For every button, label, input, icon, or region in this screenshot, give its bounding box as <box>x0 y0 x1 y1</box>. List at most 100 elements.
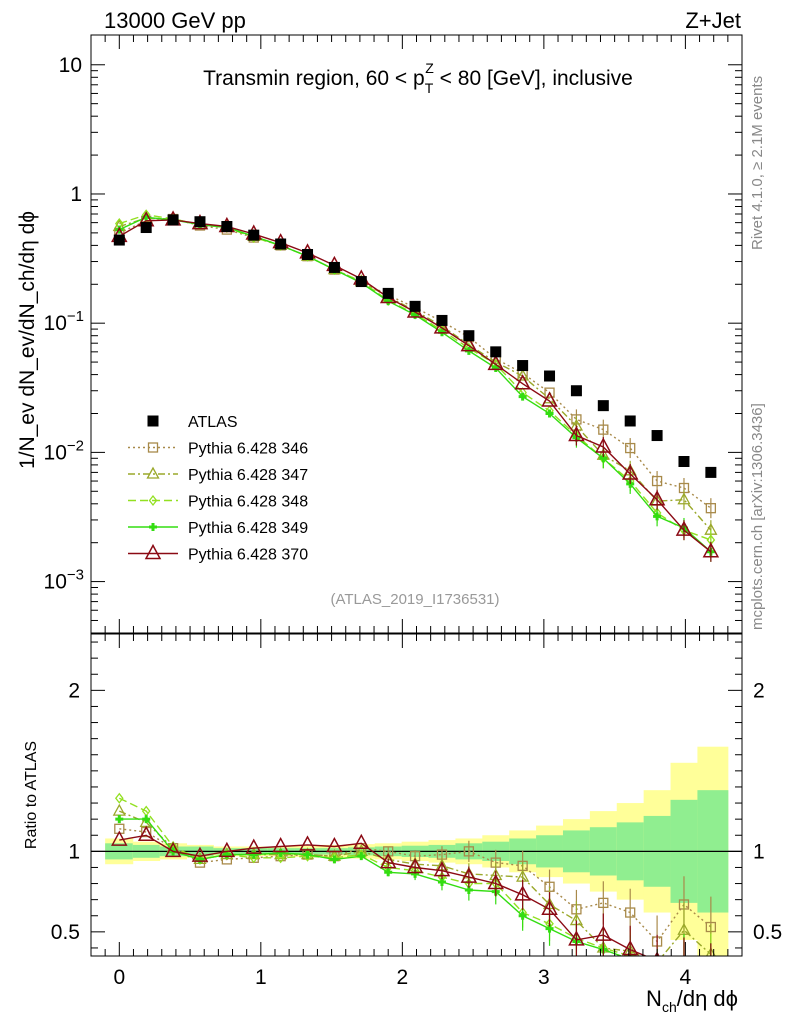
data-point-347 <box>516 368 530 381</box>
data-point-346 <box>544 387 555 398</box>
data-point-atlas <box>436 314 448 326</box>
ratio-point-346 <box>625 907 636 918</box>
data-point-370 <box>433 318 451 334</box>
plot-title-sub: T <box>425 80 434 96</box>
ratio-point-370 <box>487 873 505 890</box>
series-line-346 <box>119 218 712 509</box>
ratio-point-370 <box>433 861 451 877</box>
series-line-370 <box>118 219 712 553</box>
ratio-point-370 <box>299 835 316 851</box>
data-point-370 <box>541 391 558 407</box>
ratio-y-tick-label: 1 <box>68 840 80 863</box>
data-point-346 <box>651 475 663 487</box>
ratio-point-370 <box>191 846 209 862</box>
data-point-atlas <box>113 234 125 246</box>
header-process: Z+Jet <box>685 8 741 33</box>
ratio-point-370 <box>111 830 128 846</box>
ratio-point-370 <box>541 899 558 916</box>
data-point-349 <box>491 363 500 372</box>
x-tick-label: 2 <box>397 966 409 989</box>
data-point-370 <box>621 464 639 480</box>
data-point-370 <box>487 354 505 371</box>
ratio-point-370 <box>514 885 531 901</box>
legend-label: ATLAS <box>188 414 238 431</box>
ratio-point-349 <box>249 850 258 859</box>
data-point-atlas <box>355 276 367 288</box>
main-plot-frame <box>90 34 743 634</box>
y-tick-label: 10−2 <box>44 437 84 464</box>
data-point-atlas <box>463 330 475 342</box>
legend-marker <box>149 523 157 531</box>
ratio-point-348 <box>249 852 259 864</box>
y-axis-label-ratio: Ratio to ATLAS <box>23 741 40 849</box>
legend-marker <box>146 466 160 479</box>
main-plot-panel: 10 1 10−1 10−2 10−3 Transmin region, 60 < pT… <box>16 34 743 634</box>
ratio-point-349 <box>276 848 285 857</box>
ratio-point-348 <box>276 852 285 864</box>
rivet-version: Rivet 4.1.0, ≥ 2.1M events <box>749 76 766 250</box>
ratio-y-tick-label: 2 <box>68 679 80 702</box>
ratio-point-348 <box>654 966 661 975</box>
legend-label: Pythia 6.428 346 <box>188 441 308 458</box>
ratio-point-370 <box>326 836 343 853</box>
x-tick-label: 3 <box>538 966 550 989</box>
ratio-point-370 <box>568 930 585 946</box>
ratio-point-346 <box>463 846 475 857</box>
ratio-y-tick-label-right: 2 <box>753 679 765 702</box>
data-point-349 <box>518 392 527 401</box>
data-point-atlas <box>194 216 206 228</box>
ratio-plot-panel: 0 1 2 3 4 0.5 0.5 1 1 2 2 Ratio to ATLAS Nch/dη dϕ <box>23 633 782 1015</box>
legend-marker-atlas <box>147 415 159 427</box>
ratio-point-370 <box>704 966 718 979</box>
ratio-point-348 <box>114 792 124 804</box>
mcplots-credit: mcplots.cern.ch [arXiv:1306.3436] <box>749 403 766 630</box>
ratio-point-349 <box>707 970 715 978</box>
ratio-point-370 <box>353 833 370 850</box>
data-point-atlas <box>140 222 152 234</box>
data-point-atlas <box>302 249 314 261</box>
y-tick-label: 1 <box>70 183 82 206</box>
data-point-370 <box>568 425 585 442</box>
data-point-370 <box>595 437 612 453</box>
data-point-349 <box>653 512 662 521</box>
ratio-point-370 <box>379 853 397 869</box>
y-tick-label: 10−3 <box>44 567 84 594</box>
ratio-point-347 <box>112 803 126 816</box>
x-axis-label: Nch/dη dϕ <box>646 986 738 1015</box>
data-point-atlas <box>651 430 663 442</box>
ratio-point-349 <box>518 911 527 920</box>
legend-label: Pythia 6.428 370 <box>188 547 308 564</box>
ratio-point-370 <box>406 857 424 874</box>
y-tick-label: 10 <box>59 54 82 77</box>
watermark: (ATLAS_2019_I1736531) <box>330 591 499 608</box>
ratio-point-349 <box>437 877 446 886</box>
data-point-346 <box>625 442 636 454</box>
data-point-370 <box>702 542 720 558</box>
y-tick-label: 10−1 <box>44 308 84 335</box>
data-point-atlas <box>705 466 717 478</box>
ratio-point-370 <box>245 838 263 854</box>
data-point-atlas <box>597 400 609 412</box>
data-point-370 <box>460 336 478 352</box>
header-collision: 13000 GeV pp <box>104 8 246 33</box>
ratio-y-tick-label: 0.5 <box>51 921 80 944</box>
x-tick-label: 0 <box>113 966 125 989</box>
legend-label: Pythia 6.428 349 <box>188 520 308 537</box>
ratio-y-tick-label-right: 1 <box>753 840 765 863</box>
ratio-point-370 <box>164 841 182 858</box>
plot-title: Transmin region, 60 < pTZ < 80 [GeV], in… <box>203 60 633 96</box>
x-tick-label: 1 <box>255 966 267 989</box>
data-point-atlas <box>490 346 502 358</box>
data-point-atlas <box>275 238 287 250</box>
legend-label: Pythia 6.428 347 <box>188 467 308 484</box>
data-point-atlas <box>382 287 394 299</box>
data-point-atlas <box>678 456 690 468</box>
ratio-point-349 <box>142 815 151 824</box>
data-point-atlas <box>328 261 340 273</box>
ratio-point-349 <box>115 815 124 824</box>
ratio-point-349 <box>384 868 393 877</box>
ratio-point-349 <box>357 852 366 861</box>
legend: ATLAS Pythia 6.428 346 Pythia 6.428 347 Pyt… <box>128 414 308 564</box>
ratio-point-370 <box>460 867 478 883</box>
y-axis-label-main: 1/N_ev dN_ev/dN_ch/dη dϕ <box>16 211 39 469</box>
